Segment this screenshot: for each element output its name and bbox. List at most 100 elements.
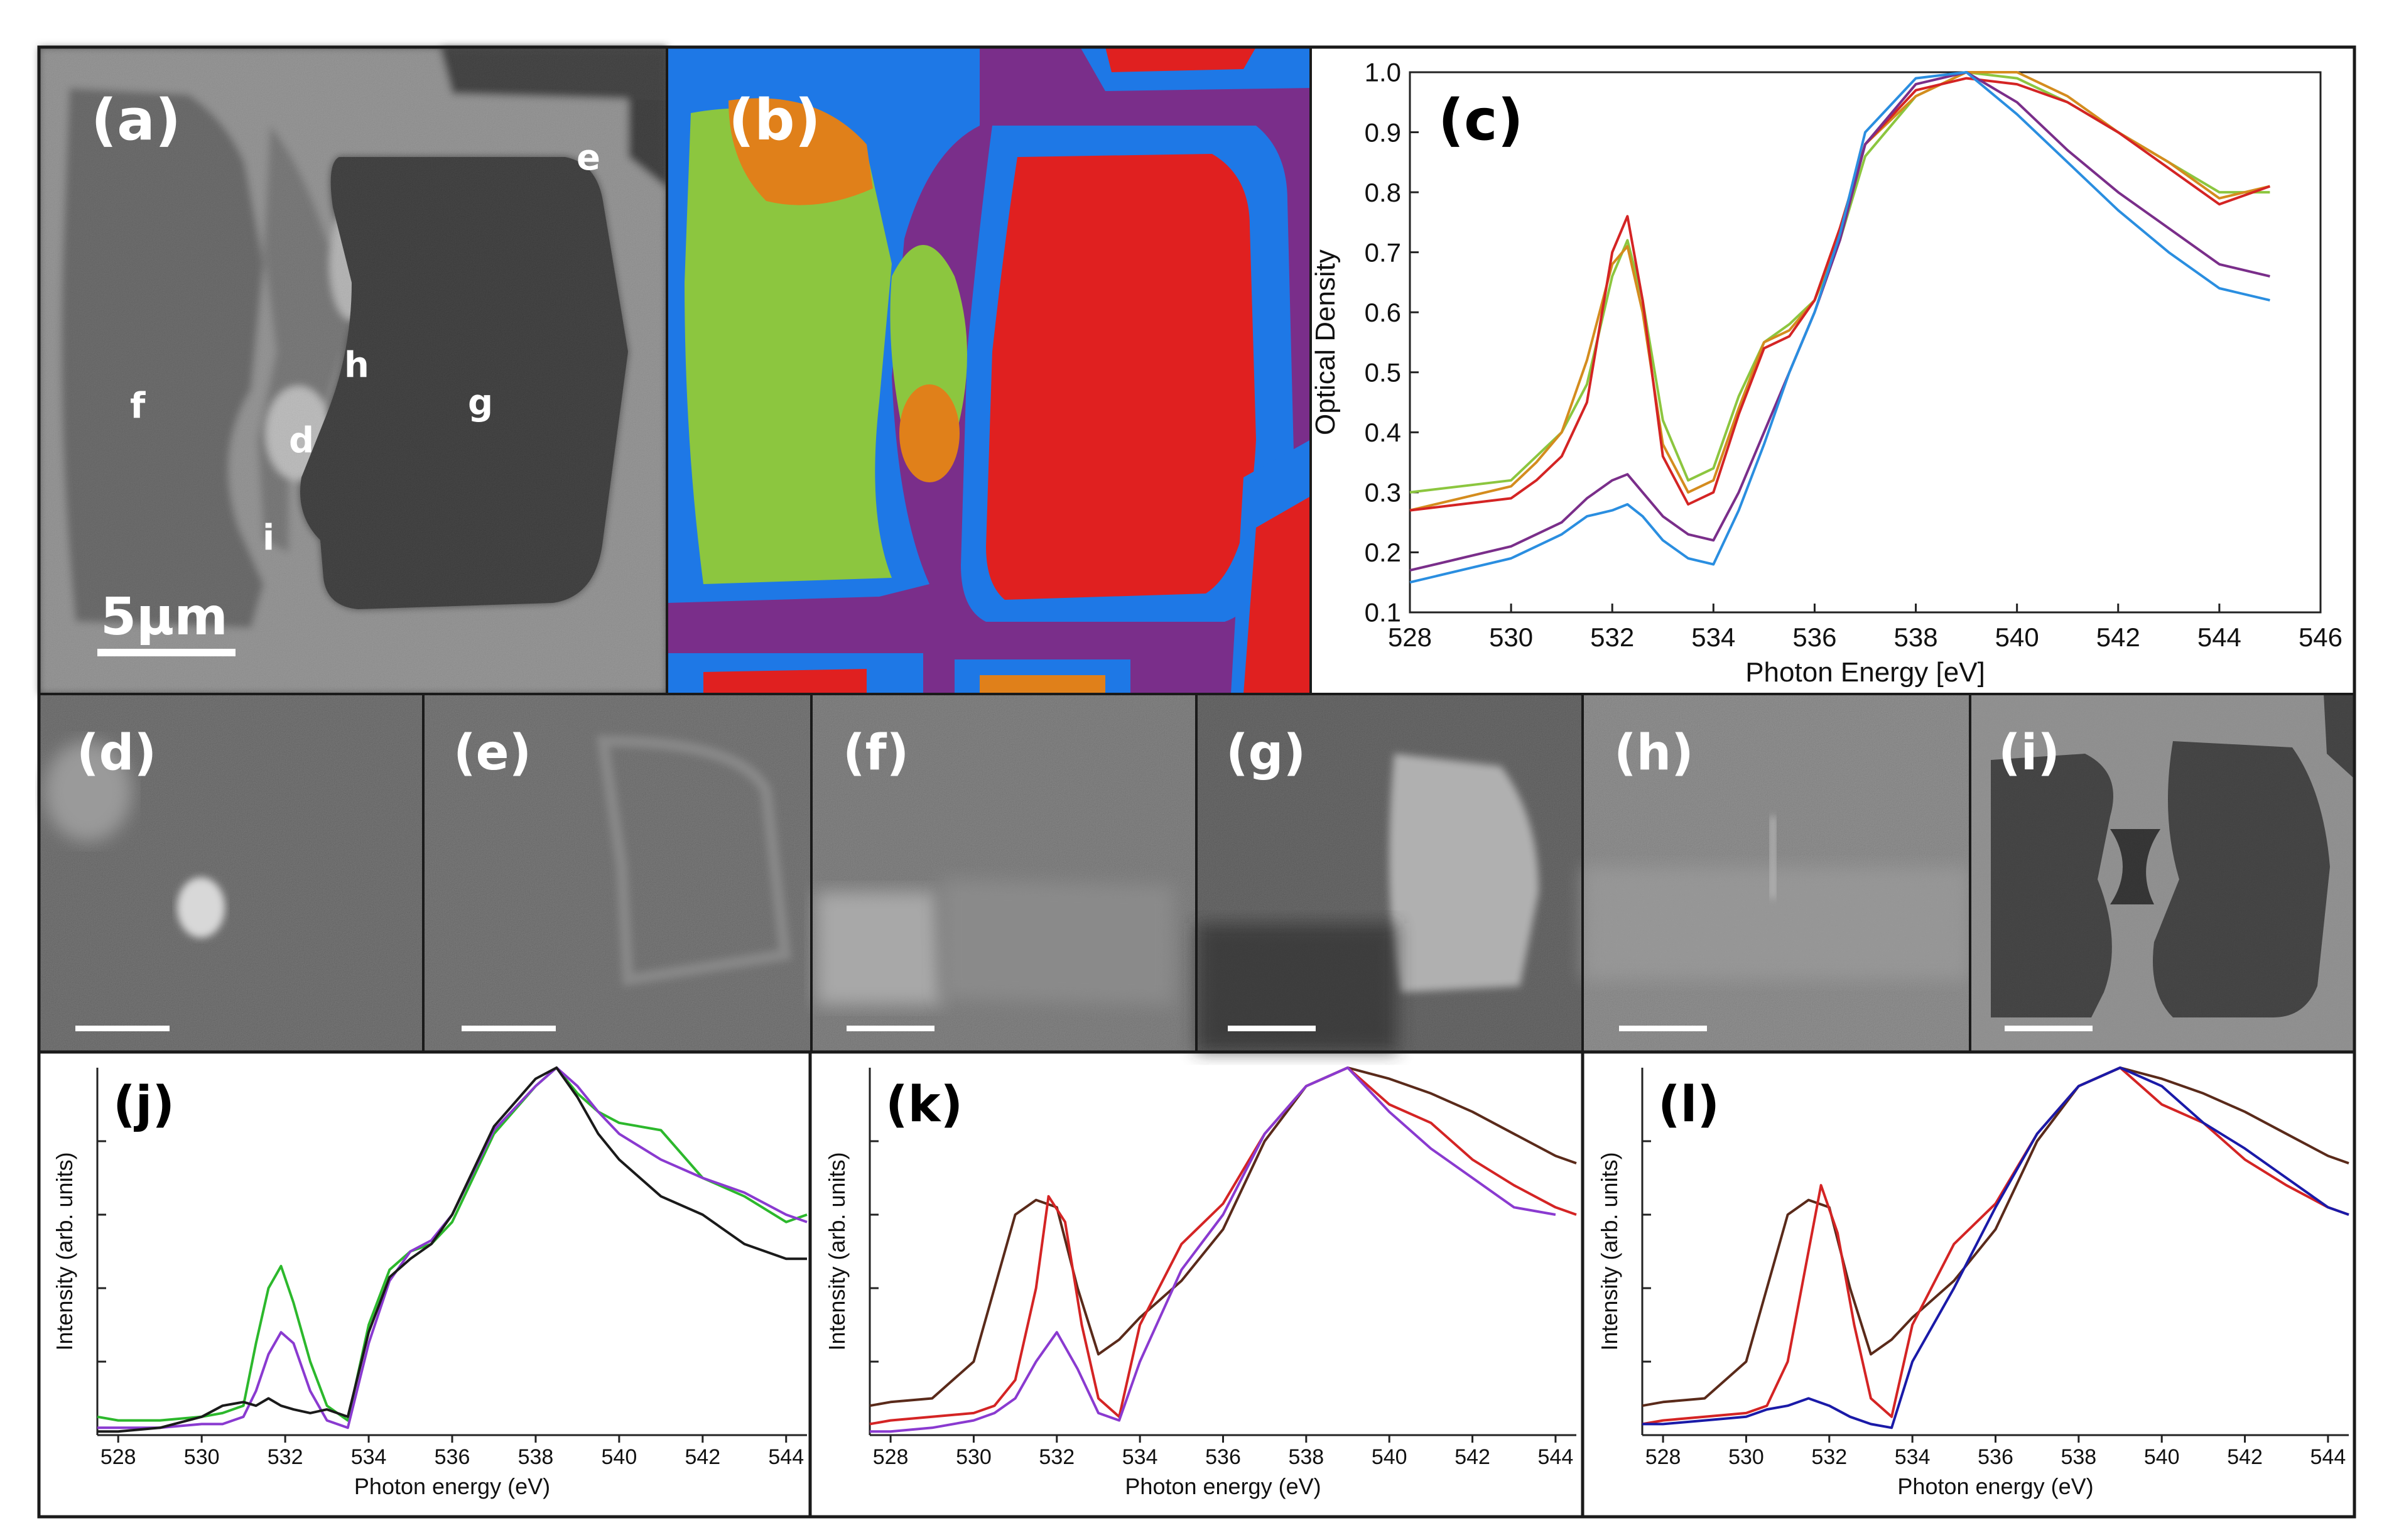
- chart-j-y-axis-label: Intensity (arb. units): [51, 1152, 77, 1350]
- chart-k-x-tick-label: 542: [1454, 1445, 1490, 1469]
- panel-a: 5μm (a) e f g h d i: [39, 47, 667, 694]
- chart-j-series-purple: [97, 1066, 808, 1429]
- chart-l-x-tick-label: 540: [2144, 1445, 2180, 1469]
- chart-j-x-tick-label: 538: [518, 1445, 554, 1469]
- chart-l-series-blue: [1642, 1066, 2349, 1429]
- chart-l-x-tick-label: 536: [1978, 1445, 2013, 1469]
- panel-label-g: (g): [1226, 725, 1306, 781]
- region-label-h: h: [344, 345, 369, 386]
- region-label-d: d: [289, 420, 314, 461]
- chart-k-series-red: [869, 1066, 1577, 1426]
- panel-i: (i): [1970, 694, 2354, 1052]
- chart-c-y-tick-label: 0.9: [1365, 117, 1401, 147]
- chart-k-x-axis-label: Photon energy (eV): [1125, 1473, 1321, 1499]
- region-label-i: i: [263, 518, 274, 558]
- chart-c-y-tick-label: 0.3: [1365, 478, 1401, 507]
- chart-j-x-tick-label: 528: [100, 1445, 136, 1469]
- chart-c-x-tick-label: 536: [1792, 622, 1836, 652]
- chart-c-series-red: [1409, 77, 2271, 512]
- chart-k-x-tick-label: 536: [1205, 1445, 1241, 1469]
- chart-c-x-tick-label: 532: [1590, 622, 1634, 652]
- chart-c-y-axis-label: Optical Density: [1310, 249, 1341, 435]
- chart-c-frame: [1409, 71, 2322, 614]
- chart-k-y-axis-label: Intensity (arb. units): [824, 1152, 850, 1350]
- chart-k-x-tick-label: 544: [1538, 1445, 1574, 1469]
- chart-j-x-tick-label: 534: [351, 1445, 387, 1469]
- chart-c-x-tick-label: 546: [2299, 622, 2343, 652]
- map-orange-top: [728, 98, 873, 205]
- chart-l-x-tick-label: 534: [1895, 1445, 1931, 1469]
- chart-k-x-tick-label: 538: [1288, 1445, 1324, 1469]
- chart-l-x-tick-label: 542: [2227, 1445, 2263, 1469]
- panel-g-bright-region: [1389, 754, 1539, 992]
- chart-c-x-tick-label: 534: [1691, 622, 1735, 652]
- map-red-region: [986, 154, 1256, 600]
- chart-c-y-tick-label: 1.0: [1365, 58, 1401, 87]
- panel-label-d: (d): [77, 725, 156, 781]
- map-green-region: [685, 108, 892, 584]
- chart-c-y-tick-label: 0.5: [1365, 357, 1401, 387]
- chart-k-series-brown: [869, 1066, 1577, 1407]
- chart-c-x-tick-label: 542: [2096, 622, 2140, 652]
- panel-label-f: (f): [843, 725, 909, 781]
- chart-l-x-tick-label: 538: [2061, 1445, 2096, 1469]
- panel-label-h: (h): [1614, 725, 1694, 781]
- chart-j-x-tick-label: 544: [768, 1445, 804, 1469]
- panel-label-l: (l): [1658, 1076, 1720, 1133]
- chart-j-x-tick-label: 540: [602, 1445, 637, 1469]
- scale-bar: [97, 649, 236, 656]
- chart-l-y-axis-label: Intensity (arb. units): [1596, 1152, 1622, 1350]
- panel-label-e: (e): [453, 725, 531, 781]
- chart-k-x-tick-label: 530: [956, 1445, 992, 1469]
- panel-l-chart: (l) 528 530 532 534 536 538 540 542 544 Photon en…: [1596, 1066, 2349, 1499]
- chart-c-x-axis-label: Photon Energy [eV]: [1745, 657, 1985, 688]
- panel-label-i: (i): [1998, 725, 2060, 781]
- chart-k-x-tick-label: 540: [1372, 1445, 1407, 1469]
- panel-f-bright-region: [816, 892, 942, 1005]
- chart-c-x-tick-label: 528: [1388, 622, 1432, 652]
- panel-d-scale-bar: [75, 1026, 170, 1031]
- chart-k-series-purple: [870, 1066, 1556, 1433]
- chart-l-x-axis-label: Photon energy (eV): [1897, 1473, 2093, 1499]
- panel-k-chart: (k) 528 530 532 534 536 538 540 542 544 Photon en…: [824, 1066, 1577, 1499]
- chart-l-x-tick-label: 544: [2310, 1445, 2346, 1469]
- chart-j-x-tick-label: 532: [268, 1445, 303, 1469]
- panel-c-chart: (c) 528 530 532 534 536 538 540 542 544 546 0.1 0.2…: [1310, 58, 2343, 688]
- chart-c-y-tick-label: 0.6: [1365, 298, 1401, 327]
- chart-j-x-tick-label: 530: [184, 1445, 220, 1469]
- chart-j-series-green: [97, 1066, 808, 1422]
- region-label-g: g: [468, 382, 493, 423]
- panel-label-k: (k): [886, 1076, 963, 1133]
- panel-d-bright-spot: [177, 877, 225, 938]
- chart-j-x-axis-label: Photon energy (eV): [354, 1473, 550, 1499]
- chart-c-y-tick-label: 0.8: [1365, 178, 1401, 207]
- chart-j-x-tick-label: 536: [435, 1445, 470, 1469]
- chart-c-y-tick-label: 0.1: [1365, 598, 1401, 627]
- scale-bar-label: 5μm: [100, 587, 228, 647]
- panel-d: (d): [39, 694, 423, 1052]
- panel-label-j: (j): [113, 1076, 175, 1133]
- panel-borders: [37, 45, 2356, 1519]
- panel-g: (g): [1196, 694, 1583, 1052]
- chart-c-series-purple: [1409, 71, 2270, 572]
- chart-c-series-blue: [1409, 71, 2270, 584]
- panel-label-b: (b): [728, 87, 821, 153]
- panel-label-a: (a): [91, 87, 181, 153]
- chart-c-series-orange: [1409, 71, 2270, 512]
- panel-j-chart: (j) 528 530 532 534 536 538 540 542 544 Photon en…: [51, 1066, 808, 1499]
- chart-c-x-tick-label: 530: [1489, 622, 1533, 652]
- chart-l-x-tick-label: 528: [1645, 1445, 1681, 1469]
- chart-c-series-green: [1409, 71, 2270, 494]
- region-label-e: e: [577, 138, 600, 178]
- chart-c-y-tick-label: 0.2: [1365, 538, 1401, 567]
- chart-c-y-tick-label: 0.4: [1365, 418, 1401, 447]
- panel-f: (f): [811, 694, 1196, 1052]
- panel-h: (h): [1583, 694, 1970, 1052]
- map-orange-inclusion: [899, 384, 960, 482]
- chart-k-x-tick-label: 532: [1039, 1445, 1075, 1469]
- chart-j-x-tick-label: 542: [685, 1445, 720, 1469]
- chart-l-x-tick-label: 532: [1811, 1445, 1847, 1469]
- chart-c-x-tick-label: 544: [2197, 622, 2241, 652]
- panel-e: (e): [423, 694, 811, 1052]
